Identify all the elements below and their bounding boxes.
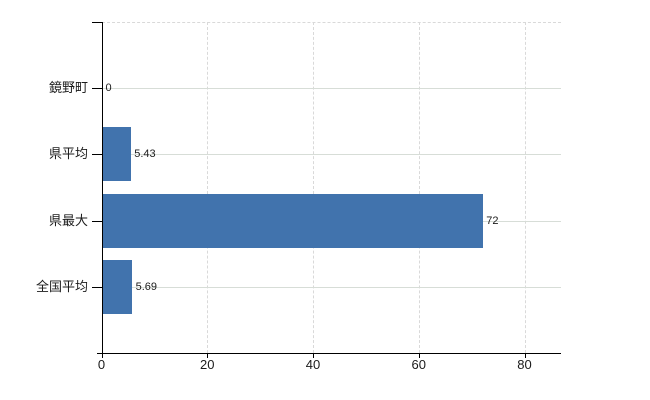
x-axis-tick: [207, 353, 209, 358]
bar-value-label: 5.69: [135, 280, 157, 293]
gridline-horizontal: [101, 88, 561, 90]
x-axis-tick: [418, 353, 420, 358]
y-axis-tick: [91, 220, 102, 222]
top-boundary-gridline: [101, 22, 561, 23]
bar-value-label: 5.43: [134, 148, 156, 161]
x-tick-label: 20: [200, 357, 215, 372]
gridline-vertical: [313, 22, 315, 353]
bar: [102, 259, 133, 314]
x-tick-label: 60: [411, 357, 426, 372]
y-axis: [101, 22, 103, 358]
gridline-vertical: [207, 22, 209, 353]
category-label: 全国平均: [35, 278, 88, 294]
gridline-vertical: [418, 22, 420, 353]
y-axis-tick: [91, 286, 102, 288]
category-label: 県最大: [48, 212, 88, 228]
y-axis-tick: [91, 88, 102, 90]
category-label: 鏡野町: [48, 80, 88, 96]
x-axis-tick: [524, 353, 526, 358]
bar: [102, 127, 131, 182]
x-tick-label: 0: [97, 357, 106, 372]
y-axis-top-tick: [91, 22, 102, 23]
bar-value-label: 72: [486, 214, 499, 227]
gridline-horizontal: [101, 154, 561, 156]
x-tick-label: 40: [305, 357, 321, 372]
category-label: 県平均: [48, 146, 88, 162]
x-axis: [96, 353, 561, 354]
bar: [102, 193, 483, 248]
y-axis-tick: [91, 154, 102, 156]
x-tick-label: 80: [517, 357, 532, 372]
bar-value-label: 0: [105, 82, 112, 95]
gridline-vertical: [524, 22, 526, 353]
x-axis-tick: [313, 353, 315, 358]
gridline-horizontal: [101, 286, 561, 288]
